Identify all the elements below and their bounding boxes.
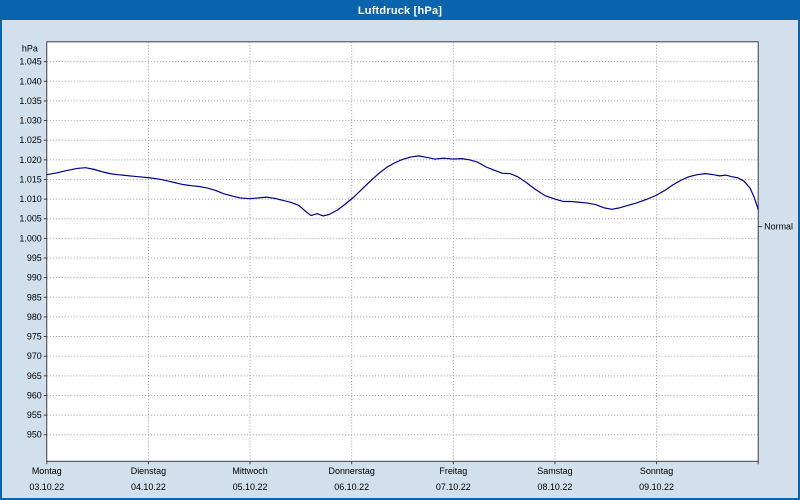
y-tick-label: 1.000	[19, 233, 41, 243]
y-tick-label: 975	[27, 332, 42, 342]
x-day-label: Freitag	[439, 466, 467, 476]
y-tick-label: 995	[27, 253, 42, 263]
pressure-line	[46, 155, 759, 217]
x-day-label: Dienstag	[131, 466, 166, 476]
chart-area: 1.045 1.040 1.035 1.030 1.025 1.020 1.015 1.010…	[2, 20, 798, 498]
x-date-label: 06.10.22	[334, 482, 369, 492]
y-tick-label: 965	[27, 371, 42, 381]
y-tick-label: 990	[27, 273, 42, 283]
y-tick-label: 1.020	[19, 155, 41, 165]
x-date-label: 05.10.22	[233, 482, 268, 492]
y-axis-unit-label: hPa	[22, 44, 38, 54]
plot-background	[46, 41, 759, 462]
y-tick-label: 985	[27, 292, 42, 302]
y-tick-label: 1.045	[19, 57, 41, 67]
y-tick-label: 955	[27, 410, 42, 420]
x-date-label: 07.10.22	[436, 482, 471, 492]
y-tick-label: 960	[27, 390, 42, 400]
x-day-label: Montag	[32, 466, 62, 476]
title-bar: Luftdruck [hPa]	[2, 2, 798, 20]
x-date-label: 03.10.22	[29, 482, 64, 492]
y-tick-label: 1.040	[19, 76, 41, 86]
plot-frame	[46, 41, 759, 462]
y-tick-label: 950	[27, 430, 42, 440]
y-tick-label: 1.025	[19, 135, 41, 145]
x-day-label: Samstag	[537, 466, 572, 476]
y-tick-label: 1.010	[19, 194, 41, 204]
x-date-label: 04.10.22	[131, 482, 166, 492]
x-day-label: Sonntag	[640, 466, 673, 476]
y-tick-label: 1.030	[19, 116, 41, 126]
x-day-label: Donnerstag	[329, 466, 375, 476]
y-tick-label: 1.005	[19, 214, 41, 224]
y-tick-label: 980	[27, 312, 42, 322]
x-day-label: Mittwoch	[232, 466, 267, 476]
y-tick-label: 1.015	[19, 174, 41, 184]
normal-label: Normal	[764, 222, 793, 232]
x-date-label: 09.10.22	[639, 482, 674, 492]
y-tick-label: 970	[27, 351, 42, 361]
x-date-label: 08.10.22	[538, 482, 573, 492]
y-tick-label: 1.035	[19, 96, 41, 106]
window-title: Luftdruck [hPa]	[357, 5, 443, 17]
pressure-chart: 1.045 1.040 1.035 1.030 1.025 1.020 1.015 1.010…	[19, 41, 793, 492]
